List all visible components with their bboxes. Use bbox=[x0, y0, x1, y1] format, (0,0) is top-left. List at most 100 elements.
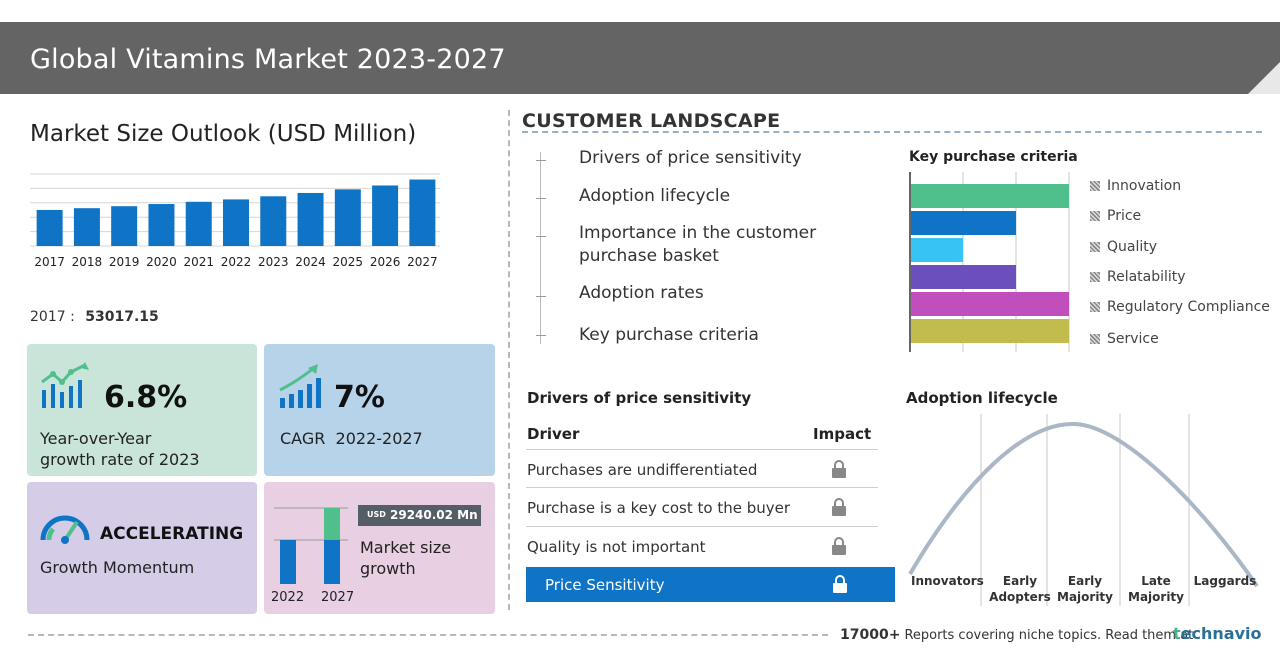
footer-message: Reports covering niche topics. Read them… bbox=[904, 628, 1194, 643]
kpc-bar-price bbox=[910, 211, 1016, 235]
cagr-card: 7% CAGR 2022-2027 bbox=[264, 344, 495, 476]
growth-label: Market size growth bbox=[360, 537, 451, 579]
timeline-line bbox=[540, 152, 541, 344]
stage-label: Late Majority bbox=[1128, 574, 1184, 604]
bar-2017 bbox=[36, 209, 63, 246]
landscape-item: Adoption lifecycle bbox=[579, 186, 731, 206]
legend-swatch-icon bbox=[1090, 334, 1100, 344]
bar-2019 bbox=[111, 206, 138, 246]
market-size-chart: 2017 2018 2019 2020 2021 2022 2023 2024 2025 2026… bbox=[30, 173, 440, 269]
yoy-card: 6.8% Year-over-Year growth rate of 2023 bbox=[27, 344, 257, 476]
timeline-tick bbox=[536, 198, 546, 199]
growth-mini-chart bbox=[274, 507, 348, 584]
landscape-item: Drivers of price sensitivity bbox=[579, 148, 802, 168]
lock-icon bbox=[832, 460, 846, 478]
legend-swatch-icon bbox=[1090, 181, 1100, 191]
x-tick-label: 2027 bbox=[407, 255, 438, 269]
footer-text: 17000+ Reports covering niche topics. Rea… bbox=[840, 627, 1193, 643]
driver-text: Quality is not important bbox=[527, 538, 706, 556]
kpc-chart bbox=[909, 172, 1070, 352]
footer-count: 17000+ bbox=[840, 627, 901, 643]
x-tick-label: 2021 bbox=[183, 255, 214, 269]
stage-label: Laggards bbox=[1193, 574, 1257, 588]
kpc-legend-label: Relatability bbox=[1107, 269, 1186, 285]
adoption-lifecycle-curve bbox=[908, 414, 1259, 606]
kpc-legend-item: Relatability bbox=[1090, 269, 1186, 285]
legend-swatch-icon bbox=[1090, 272, 1100, 282]
kpc-title: Key purchase criteria bbox=[909, 149, 1078, 165]
bar-2022 bbox=[223, 199, 249, 246]
timeline-tick bbox=[536, 335, 546, 336]
price-sensitivity-title: Drivers of price sensitivity bbox=[527, 389, 752, 407]
base-value: 53017.15 bbox=[85, 309, 159, 325]
bar-2023 bbox=[260, 196, 287, 246]
section-divider bbox=[508, 110, 510, 610]
kpc-legend-item: Regulatory Compliance bbox=[1090, 299, 1270, 315]
landscape-item: Key purchase criteria bbox=[579, 325, 759, 345]
kpc-legend-label: Service bbox=[1107, 331, 1159, 347]
stage-label: Early Adopters bbox=[989, 574, 1051, 604]
speedometer-icon bbox=[40, 515, 90, 544]
growth-badge-currency: USD bbox=[367, 510, 386, 519]
kpc-legend-label: Regulatory Compliance bbox=[1107, 299, 1270, 315]
x-tick-label: 2020 bbox=[146, 255, 177, 269]
bar-2018 bbox=[73, 208, 100, 246]
bell-curve bbox=[908, 421, 1259, 588]
legend-swatch-icon bbox=[1090, 211, 1100, 221]
momentum-label: Growth Momentum bbox=[40, 558, 195, 577]
lock-icon bbox=[833, 575, 847, 593]
x-tick-label: 2019 bbox=[109, 255, 140, 269]
momentum-card: ACCELERATING Growth Momentum bbox=[27, 482, 257, 614]
x-tick-label: 2022 bbox=[221, 255, 252, 269]
base-year-value: 2017 : 53017.15 bbox=[30, 309, 159, 325]
footer-divider bbox=[28, 634, 828, 636]
growth-year-start: 2022 bbox=[271, 590, 305, 605]
kpc-legend-item: Service bbox=[1090, 331, 1159, 347]
adoption-lifecycle-title: Adoption lifecycle bbox=[906, 389, 1058, 407]
yoy-value: 6.8% bbox=[104, 380, 188, 415]
x-tick-label: 2024 bbox=[295, 255, 326, 269]
growth-label-line1: Market size bbox=[360, 538, 452, 557]
kpc-legend-item: Innovation bbox=[1090, 178, 1181, 194]
driver-text: Purchases are undifferentiated bbox=[527, 461, 758, 479]
table-row: Purchase is a key cost to the buyer bbox=[526, 487, 878, 525]
kpc-bar-quality bbox=[910, 238, 963, 262]
kpc-legend-label: Innovation bbox=[1107, 178, 1182, 194]
legend-swatch-icon bbox=[1090, 302, 1100, 312]
technavio-logo[interactable]: technavio bbox=[1173, 624, 1261, 643]
bar-2021 bbox=[185, 201, 212, 246]
customer-landscape-title: CUSTOMER LANDSCAPE bbox=[522, 110, 781, 132]
market-size-title: Market Size Outlook (USD Million) bbox=[30, 121, 417, 147]
price-sensitivity-summary-row: Price Sensitivity bbox=[526, 567, 895, 602]
growth-badge: USD 29240.02 Mn bbox=[358, 505, 481, 526]
x-tick-label: 2026 bbox=[370, 255, 401, 269]
driver-text: Purchase is a key cost to the buyer bbox=[527, 499, 791, 517]
landscape-item: Importance in the customer purchase bask… bbox=[579, 223, 817, 266]
momentum-value: ACCELERATING bbox=[100, 524, 244, 544]
growth-bar-2027 bbox=[324, 540, 340, 584]
kpc-legend-item: Price bbox=[1090, 208, 1141, 224]
landscape-item: Adoption rates bbox=[579, 283, 704, 303]
summary-text: Price Sensitivity bbox=[545, 576, 665, 594]
table-row: Purchases are undifferentiated bbox=[526, 449, 878, 487]
header-banner: Global Vitamins Market 2023-2027 bbox=[0, 22, 1280, 94]
kpc-legend-item: Quality bbox=[1090, 239, 1157, 255]
logo-rest: echnavio bbox=[1180, 624, 1262, 643]
x-tick-label: 2023 bbox=[258, 255, 289, 269]
growth-bar-increment bbox=[324, 508, 340, 540]
stage-label: Innovators bbox=[911, 574, 984, 588]
growth-arrow-icon bbox=[279, 364, 321, 408]
timeline-tick bbox=[536, 236, 546, 237]
growth-bar-2022 bbox=[280, 540, 296, 584]
bar-2026 bbox=[372, 185, 399, 246]
yoy-label: Year-over-Year growth rate of 2023 bbox=[40, 428, 200, 470]
growth-chart-icon bbox=[41, 362, 89, 408]
lock-icon bbox=[832, 498, 846, 516]
kpc-legend-label: Price bbox=[1107, 208, 1142, 224]
cagr-label: CAGR 2022-2027 bbox=[280, 429, 423, 448]
kpc-bar-innovation bbox=[910, 184, 1069, 208]
bar-2024 bbox=[297, 192, 324, 246]
kpc-legend-label: Quality bbox=[1107, 239, 1158, 255]
table-row: Quality is not important bbox=[526, 526, 878, 564]
stage-label: Early Majority bbox=[1057, 574, 1113, 604]
